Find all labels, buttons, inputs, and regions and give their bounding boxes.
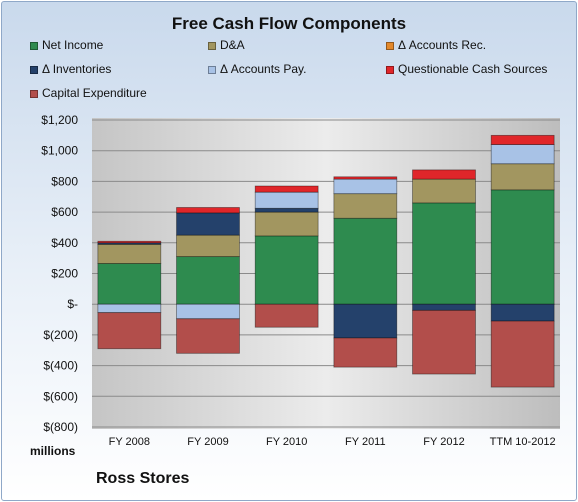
x-tick-label: FY 2010 [266,436,307,448]
bar-segment [176,318,240,354]
bar-segment [490,144,555,165]
y-tick-label: $1,000 [41,144,78,158]
legend-item-net-income: Net Income [30,38,103,52]
bar-segment [254,207,319,213]
bar-segment [490,134,555,145]
legend-swatch [30,65,38,74]
bar-segment [97,303,162,314]
y-tick-label: $(400) [43,359,78,373]
legend-item-accounts-pay: Δ Accounts Pay. [208,62,307,76]
y-tick-label: $(600) [43,389,78,403]
legend-label: Capital Expenditure [42,86,147,100]
legend-item-d-and-a: D&A [208,38,245,52]
bar-segment [333,178,398,195]
legend-item-accounts-rec: Δ Accounts Rec. [386,38,486,52]
bar-segment [254,191,319,209]
legend-item-inventories: Δ Inventories [30,62,111,76]
y-tick-label: $(200) [43,328,78,342]
bar-segment [490,163,555,191]
bar-segment [412,178,476,204]
y-tick-label: $800 [51,174,78,188]
bar-segment [97,263,162,305]
y-tick-label: $400 [51,236,78,250]
bar-segment [97,240,162,244]
company-name: Ross Stores [96,470,190,487]
bar-segment [412,202,476,305]
bar-segment [254,303,319,328]
legend-item-capex: Capital Expenditure [30,86,147,100]
x-tick-label: FY 2012 [423,436,464,448]
bar-segment [176,256,240,305]
bar-segment [333,337,398,368]
bar-segment [412,303,476,311]
legend-swatch [386,65,394,74]
bar-segment [176,212,240,236]
bar-segment [254,211,319,237]
legend-label: Questionable Cash Sources [398,62,548,76]
y-units-label: millions [30,444,76,458]
y-tick-label: $200 [51,267,78,281]
bar-segment [176,207,240,214]
legend-swatch [208,41,216,50]
legend-label: D&A [220,38,245,52]
legend-item-questionable-cash: Questionable Cash Sources [386,62,547,76]
y-tick-label: $1,200 [41,113,78,127]
legend-label: Δ Accounts Pay. [220,62,307,76]
legend-swatch [386,41,394,50]
x-tick-label: TTM 10-2012 [490,436,556,448]
x-tick-label: FY 2009 [187,436,228,448]
bar-segment [254,235,319,305]
bar-segment [176,303,240,320]
y-tick-label: $600 [51,205,78,219]
bar-segment [490,320,555,388]
chart-title: Free Cash Flow Components [171,14,407,33]
bar-segment [333,193,398,219]
y-tick-label: $(800) [43,420,78,434]
x-tick-label: FY 2008 [109,436,150,448]
bar-segment [490,189,555,305]
bar-segment [176,234,240,258]
legend-label: Δ Inventories [42,62,112,76]
bar-segment [254,185,319,193]
bar-segment [412,309,476,375]
bar-segment [333,303,398,339]
bar-segment [97,243,162,264]
legend-label: Net Income [42,38,104,52]
legend-swatch [208,65,216,74]
x-tick-label: FY 2011 [345,436,386,448]
legend-swatch [30,41,38,50]
y-tick-label: $- [67,297,78,311]
bar-segment [333,176,398,180]
legend-label: Δ Accounts Rec. [398,38,487,52]
legend-swatch [30,89,38,98]
bar-segment [490,303,555,322]
bar-segment [412,169,476,180]
bar-segment [333,217,398,305]
bar-segment [97,312,162,350]
